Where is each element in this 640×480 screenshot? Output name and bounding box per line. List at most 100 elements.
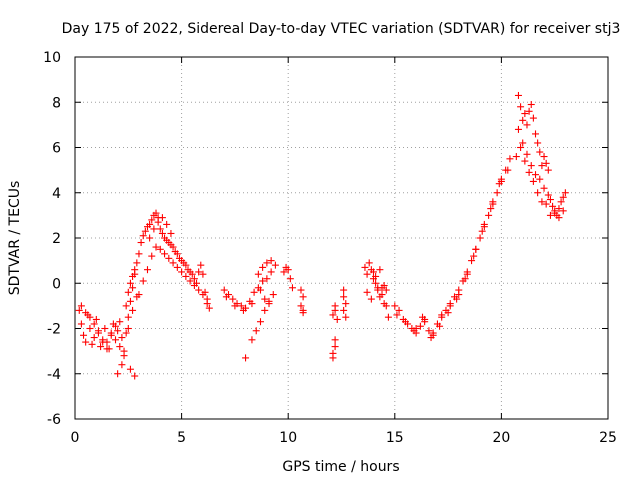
x-tick-label: 15 (386, 430, 404, 446)
data-point (190, 275, 198, 283)
data-point (114, 327, 122, 335)
data-point (532, 130, 540, 138)
data-point (514, 125, 522, 133)
data-point (369, 268, 377, 276)
data-point (557, 198, 565, 206)
data-point (90, 320, 98, 328)
data-point (199, 291, 207, 299)
data-point (82, 309, 90, 317)
data-point (540, 153, 548, 161)
data-point (542, 159, 550, 167)
y-tick-label: 6 (52, 141, 61, 157)
data-point (382, 286, 390, 294)
data-point (367, 295, 375, 303)
axis-ticks: 0 5 10 15 20 25 -6 -4 -2 0 2 4 6 8 10 (43, 50, 617, 446)
data-point (523, 121, 531, 129)
data-point (363, 288, 371, 296)
x-tick-label: 5 (177, 430, 186, 446)
data-point (261, 306, 269, 314)
data-point (331, 343, 339, 351)
data-point (365, 259, 373, 267)
data-point (546, 196, 554, 204)
y-tick-label: 2 (52, 231, 61, 247)
data-point (94, 329, 102, 337)
data-point (271, 261, 279, 269)
data-point (80, 331, 88, 339)
data-point (391, 302, 399, 310)
data-point (532, 171, 540, 179)
data-point (112, 336, 120, 344)
data-point (544, 191, 552, 199)
data-point (143, 266, 151, 274)
data-point (103, 345, 111, 353)
data-point (455, 291, 463, 299)
data-point (561, 189, 569, 197)
x-tick-label: 25 (599, 430, 617, 446)
data-point (412, 325, 420, 332)
data-point (525, 107, 533, 115)
data-point (519, 139, 527, 147)
data-point (559, 193, 567, 201)
data-point (237, 302, 245, 310)
data-point (329, 354, 337, 362)
data-point (536, 175, 544, 183)
data-point (529, 177, 537, 185)
data-point (333, 315, 341, 323)
data-point (288, 284, 296, 292)
data-point (203, 295, 211, 303)
data-point (395, 306, 403, 314)
data-point (124, 325, 132, 332)
data-point (92, 315, 100, 323)
data-point (75, 306, 83, 314)
data-point (297, 302, 305, 310)
data-point (263, 275, 271, 283)
data-point (118, 361, 126, 369)
data-point (401, 318, 409, 326)
data-point (77, 302, 85, 310)
data-point (124, 313, 132, 321)
data-point (195, 268, 203, 276)
data-point (472, 245, 480, 253)
data-point (512, 153, 520, 161)
data-point (146, 220, 154, 228)
data-point (173, 250, 181, 258)
data-point (372, 279, 380, 287)
data-point (461, 275, 469, 283)
data-point (534, 189, 542, 197)
data-point (141, 227, 149, 235)
x-tick-label: 20 (492, 430, 510, 446)
data-point (446, 302, 454, 310)
data-point (521, 157, 529, 165)
x-tick-label: 0 (71, 430, 80, 446)
data-point (122, 302, 130, 310)
data-point (489, 198, 497, 206)
data-point (124, 288, 132, 296)
data-point (476, 234, 484, 242)
data-point (342, 313, 350, 321)
data-point (190, 282, 198, 290)
data-point (112, 322, 120, 330)
data-point (376, 266, 384, 274)
y-axis-label: SDTVAR / TECUs (7, 181, 23, 296)
data-point (340, 293, 348, 301)
data-point (126, 297, 134, 305)
data-point (517, 103, 525, 111)
data-point (82, 338, 90, 346)
data-point (527, 101, 535, 109)
data-point (220, 286, 228, 294)
data-point (254, 270, 262, 278)
data-point (514, 91, 522, 99)
data-point (542, 200, 550, 208)
data-point (453, 295, 461, 303)
data-point (114, 370, 122, 378)
data-point (384, 313, 392, 321)
data-point (163, 220, 171, 228)
data-point (86, 313, 94, 321)
data-point (137, 239, 145, 247)
data-point (429, 329, 437, 337)
chart-title: Day 175 of 2022, Sidereal Day-to-day VTE… (62, 21, 621, 37)
data-point (463, 270, 471, 278)
data-point (504, 166, 512, 174)
data-points (75, 91, 569, 380)
